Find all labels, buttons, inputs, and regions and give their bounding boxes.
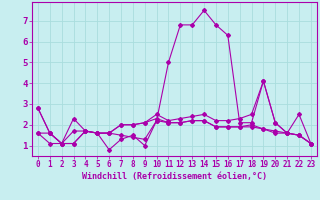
X-axis label: Windchill (Refroidissement éolien,°C): Windchill (Refroidissement éolien,°C) bbox=[82, 172, 267, 181]
